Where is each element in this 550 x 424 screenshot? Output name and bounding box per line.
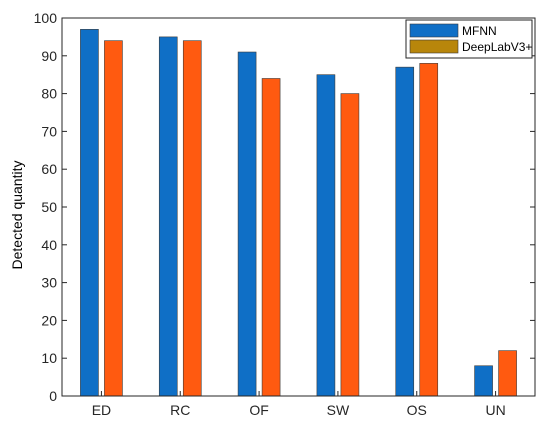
y-tick-label: 80 xyxy=(41,86,57,102)
x-tick-label: ED xyxy=(92,402,111,418)
x-tick-label: RC xyxy=(170,402,190,418)
bar-mfnn-un xyxy=(474,365,493,397)
y-axis-label: Detected quantity xyxy=(9,161,25,270)
y-tick-label: 40 xyxy=(41,237,57,253)
bar-mfnn-rc xyxy=(158,36,178,397)
y-tick-label: 100 xyxy=(34,10,58,26)
y-tick-label: 30 xyxy=(41,275,57,291)
y-tick-label: 90 xyxy=(41,48,57,64)
bar-deeplabv3--un xyxy=(498,350,517,397)
x-tick-label: OS xyxy=(407,402,427,418)
x-tick-label: OF xyxy=(249,402,268,418)
legend-label: DeepLabV3+ xyxy=(462,40,532,54)
y-tick-label: 0 xyxy=(49,388,57,404)
y-axis: 0 10 20 30 40 50 60 70 80 90 100 xyxy=(34,10,535,404)
x-tick-label: UN xyxy=(485,402,505,418)
bar-deeplabv3--of xyxy=(261,78,281,397)
bar-deeplabv3--rc xyxy=(182,40,202,397)
bar-mfnn-ed xyxy=(80,29,99,397)
x-axis: ED RC OF SW OS UN xyxy=(92,391,506,418)
y-tick-label: 50 xyxy=(41,199,57,215)
bar-deeplabv3--os xyxy=(419,63,439,397)
x-tick-label: SW xyxy=(327,402,350,418)
legend-label: MFNN xyxy=(462,24,497,38)
bar-mfnn-of xyxy=(237,51,257,397)
y-tick-label: 70 xyxy=(41,123,57,139)
bar-deeplabv3--ed xyxy=(104,40,123,397)
bar-mfnn-sw xyxy=(316,74,336,397)
bar-deeplabv3--sw xyxy=(340,93,360,397)
y-tick-label: 10 xyxy=(41,350,57,366)
y-tick-label: 20 xyxy=(41,312,57,328)
legend-swatch xyxy=(409,23,459,38)
bar-mfnn-os xyxy=(395,66,415,397)
y-tick-label: 60 xyxy=(41,161,57,177)
legend-swatch xyxy=(409,39,459,54)
bars-layer xyxy=(80,29,517,397)
legend: MFNN DeepLabV3+ xyxy=(405,19,533,59)
